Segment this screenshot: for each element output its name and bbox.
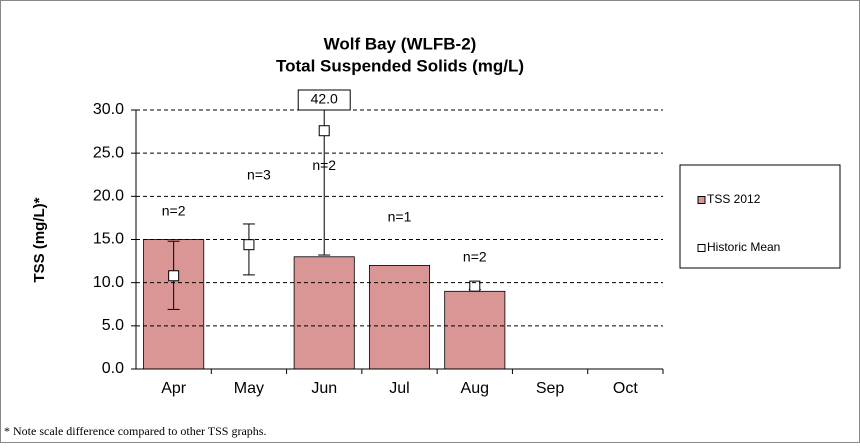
bar <box>293 256 355 370</box>
annotation: 42.0 <box>311 91 338 107</box>
legend-swatch <box>697 196 706 204</box>
bar <box>444 290 506 370</box>
footnote: * Note scale difference compared to othe… <box>4 424 266 438</box>
annotation: n=1 <box>388 209 412 225</box>
chart-title: Wolf Bay (WLFB-2) <box>324 34 477 53</box>
x-tick-label: Jun <box>311 380 337 397</box>
legend-label: Historic Mean <box>707 240 780 254</box>
marker <box>243 239 255 251</box>
legend <box>679 164 841 269</box>
y-tick-label: 10.0 <box>93 274 124 291</box>
legend-label: TSS 2012 <box>707 192 761 206</box>
chart-title: Total Suspended Solids (mg/L) <box>276 56 524 75</box>
y-tick-label: 5.0 <box>102 317 124 334</box>
y-tick-label: 20.0 <box>93 188 124 205</box>
x-tick-label: Jul <box>389 380 409 397</box>
annotation-box <box>297 89 351 111</box>
x-tick-label: Aug <box>461 380 489 397</box>
annotation: n=2 <box>312 157 336 173</box>
y-tick-label: 15.0 <box>93 231 124 248</box>
y-tick-label: 0.0 <box>102 360 124 377</box>
x-tick-label: Oct <box>613 380 638 397</box>
legend-swatch <box>697 244 706 252</box>
bar <box>368 264 431 370</box>
y-axis-label: TSS (mg/L)* <box>31 197 48 282</box>
marker <box>469 280 481 292</box>
x-tick-label: Apr <box>161 380 187 397</box>
annotation: n=2 <box>162 203 186 219</box>
marker <box>318 125 330 137</box>
x-tick-label: Sep <box>536 380 565 397</box>
y-tick-label: 30.0 <box>93 101 124 118</box>
annotation: n=3 <box>247 166 271 182</box>
y-tick-label: 25.0 <box>93 144 124 161</box>
annotation: n=2 <box>463 248 487 264</box>
marker <box>168 270 180 282</box>
x-tick-label: May <box>234 380 264 397</box>
